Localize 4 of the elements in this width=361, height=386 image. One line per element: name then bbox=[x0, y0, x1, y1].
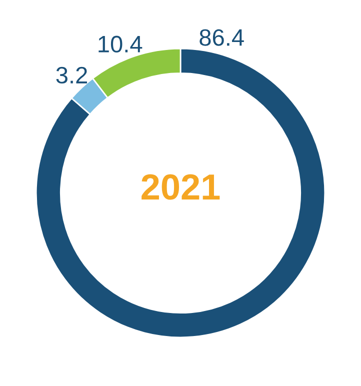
text: 2021 bbox=[142, 174, 220, 200]
data-label: 3.2 bbox=[56, 66, 87, 84]
data-label: 10.4 bbox=[98, 36, 142, 53]
data-label: 86.4 bbox=[200, 29, 244, 46]
